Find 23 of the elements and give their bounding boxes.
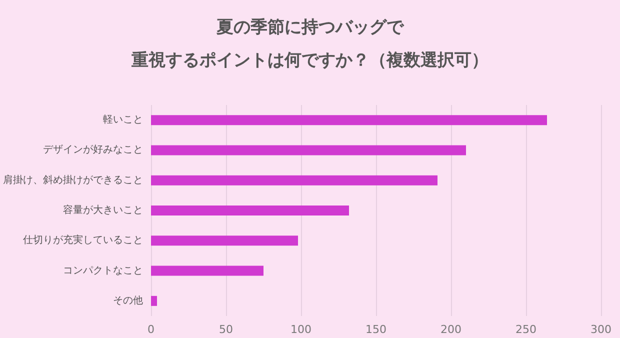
y-tick-label: コンパクトなこと xyxy=(63,265,143,276)
y-tick-label: 肩掛け、斜め掛けができること xyxy=(3,174,143,186)
bar xyxy=(151,206,349,216)
y-tick-label: 容量が大きいこと xyxy=(63,204,143,216)
y-tick-label: 軽いこと xyxy=(103,114,143,126)
bar xyxy=(151,115,547,126)
y-tick-label: 仕切りが充実していること xyxy=(23,234,143,246)
x-tick-label: 200 xyxy=(440,323,462,336)
y-tick-label: その他 xyxy=(113,294,143,306)
bar xyxy=(151,145,466,156)
bar xyxy=(151,175,438,186)
bar xyxy=(151,296,157,306)
chart-subtitle: 重視するポイントは何ですか？（複数選択可） xyxy=(130,50,488,70)
x-tick-label: 150 xyxy=(366,323,386,336)
x-tick-label: 250 xyxy=(516,323,536,336)
x-tick-label: 300 xyxy=(590,323,612,336)
x-tick-label: 0 xyxy=(148,323,154,336)
bar xyxy=(151,236,298,246)
x-tick-label: 50 xyxy=(219,323,233,336)
bar xyxy=(151,266,264,276)
y-tick-label: デザインが好みなこと xyxy=(43,144,143,156)
x-tick-label: 100 xyxy=(290,323,312,336)
chart-title: 夏の季節に持つバッグで xyxy=(216,18,404,38)
